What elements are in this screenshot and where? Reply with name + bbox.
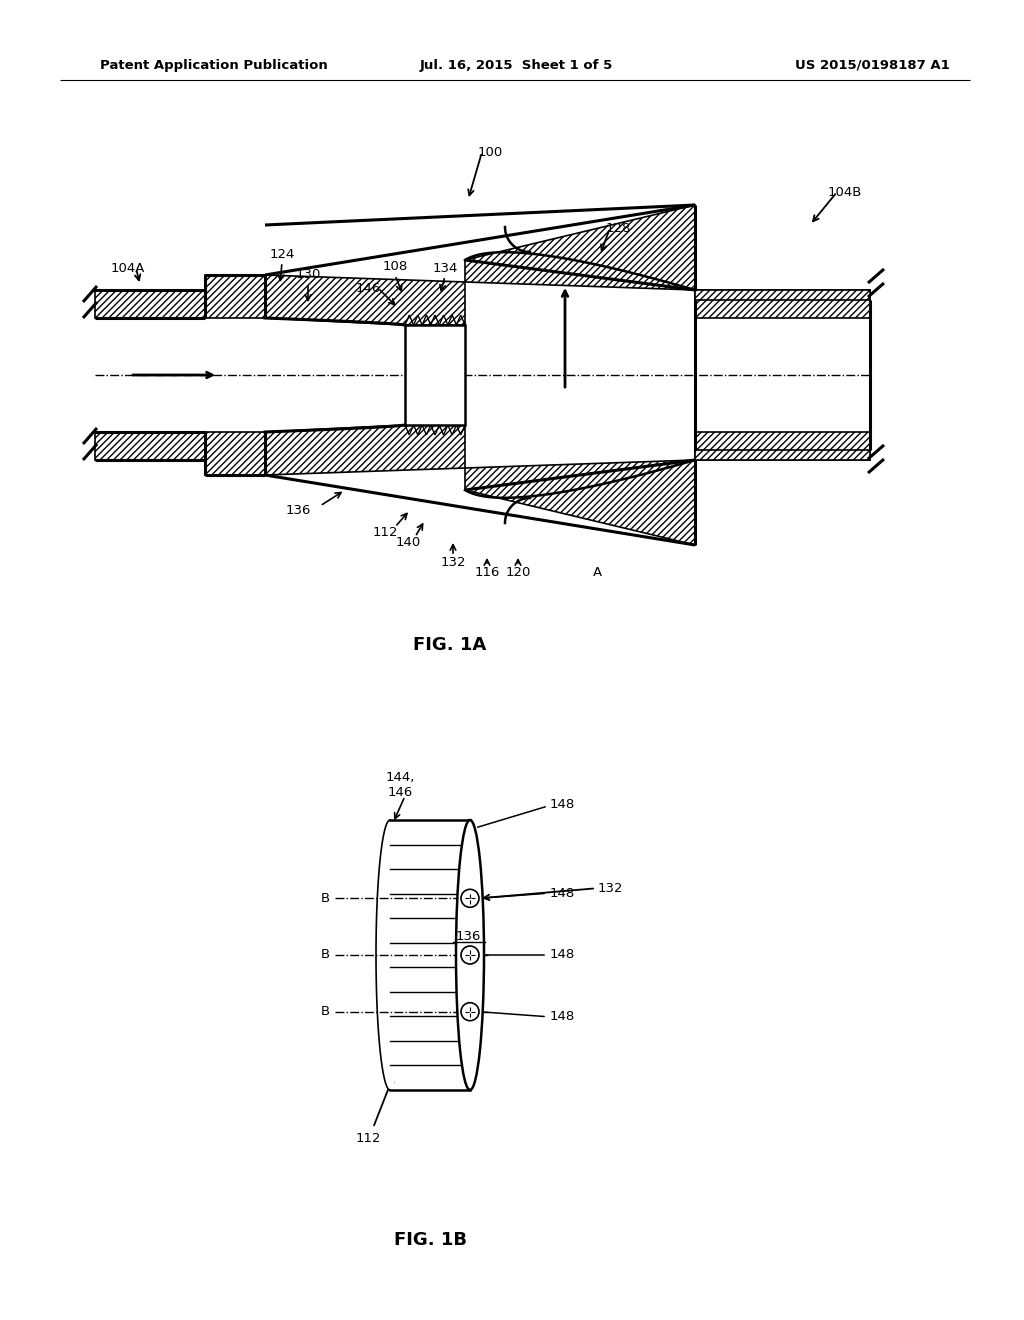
Ellipse shape xyxy=(376,820,404,1090)
Text: 148: 148 xyxy=(550,799,575,812)
Text: 148: 148 xyxy=(550,887,575,900)
Polygon shape xyxy=(406,325,465,425)
Text: 148: 148 xyxy=(550,949,575,961)
Text: FIG. 1B: FIG. 1B xyxy=(393,1232,467,1249)
Text: 144,: 144, xyxy=(385,771,415,784)
Text: 124: 124 xyxy=(269,248,295,260)
Circle shape xyxy=(461,946,479,964)
Text: 146: 146 xyxy=(355,281,381,294)
Polygon shape xyxy=(265,205,695,325)
Polygon shape xyxy=(205,432,265,475)
Text: 134: 134 xyxy=(432,261,458,275)
Text: 100: 100 xyxy=(477,145,503,158)
Text: 132: 132 xyxy=(440,556,466,569)
Polygon shape xyxy=(695,290,870,318)
Text: 128: 128 xyxy=(605,222,631,235)
Text: 148: 148 xyxy=(550,1010,575,1023)
Polygon shape xyxy=(695,432,870,459)
Circle shape xyxy=(461,1003,479,1020)
Text: A: A xyxy=(593,565,601,578)
Polygon shape xyxy=(695,290,870,300)
Text: 136: 136 xyxy=(456,931,480,944)
Bar xyxy=(390,820,470,1090)
Text: B: B xyxy=(321,892,330,904)
Polygon shape xyxy=(265,425,695,545)
Text: FIG. 1A: FIG. 1A xyxy=(414,636,486,653)
Text: 120: 120 xyxy=(505,565,530,578)
Text: B: B xyxy=(321,1006,330,1018)
Text: 104B: 104B xyxy=(827,186,862,198)
Text: 140: 140 xyxy=(395,536,421,549)
Text: 108: 108 xyxy=(382,260,408,273)
Text: 104A: 104A xyxy=(111,261,145,275)
Text: US 2015/0198187 A1: US 2015/0198187 A1 xyxy=(796,58,950,71)
Text: B: B xyxy=(321,949,330,961)
Text: Patent Application Publication: Patent Application Publication xyxy=(100,58,328,71)
Text: 132: 132 xyxy=(598,882,624,895)
Polygon shape xyxy=(95,290,205,318)
Polygon shape xyxy=(205,275,265,318)
Polygon shape xyxy=(95,432,205,459)
Text: 136: 136 xyxy=(286,503,310,516)
Circle shape xyxy=(461,890,479,907)
Text: t: t xyxy=(438,334,443,347)
Text: Jul. 16, 2015  Sheet 1 of 5: Jul. 16, 2015 Sheet 1 of 5 xyxy=(420,58,613,71)
Text: 112: 112 xyxy=(373,527,397,540)
Text: 146: 146 xyxy=(387,785,413,799)
Polygon shape xyxy=(695,450,870,459)
Text: 112: 112 xyxy=(355,1131,381,1144)
Ellipse shape xyxy=(456,820,484,1090)
Text: 130: 130 xyxy=(295,268,321,281)
Text: 116: 116 xyxy=(474,565,500,578)
